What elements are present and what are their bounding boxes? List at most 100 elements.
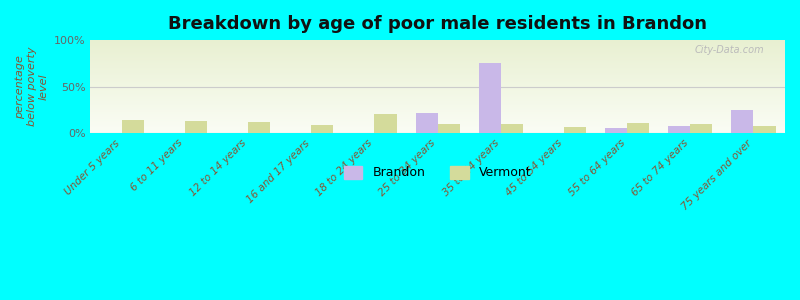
- Bar: [90, 120, 785, 121]
- Bar: [90, 71, 785, 72]
- Bar: [185, 121, 207, 133]
- Bar: [90, 82, 785, 83]
- Bar: [754, 126, 775, 133]
- Bar: [90, 81, 785, 82]
- Bar: [90, 100, 785, 101]
- Bar: [90, 87, 785, 88]
- Bar: [415, 112, 438, 133]
- Bar: [90, 90, 785, 91]
- Bar: [90, 70, 785, 71]
- Bar: [90, 108, 785, 109]
- Bar: [90, 91, 785, 92]
- Bar: [248, 122, 270, 133]
- Bar: [90, 115, 785, 116]
- Bar: [438, 124, 460, 133]
- Bar: [690, 124, 712, 133]
- Bar: [90, 92, 785, 93]
- Bar: [90, 80, 785, 81]
- Bar: [122, 120, 144, 133]
- Bar: [90, 94, 785, 95]
- Bar: [90, 65, 785, 66]
- Bar: [90, 44, 785, 45]
- Bar: [90, 77, 785, 78]
- Bar: [90, 109, 785, 110]
- Bar: [90, 73, 785, 74]
- Bar: [90, 62, 785, 63]
- Bar: [90, 118, 785, 119]
- Bar: [90, 123, 785, 124]
- Bar: [90, 116, 785, 117]
- Bar: [90, 51, 785, 52]
- Bar: [90, 45, 785, 46]
- Legend: Brandon, Vermont: Brandon, Vermont: [338, 161, 537, 184]
- Bar: [478, 63, 501, 133]
- Bar: [90, 48, 785, 49]
- Bar: [90, 103, 785, 104]
- Bar: [90, 88, 785, 89]
- Bar: [90, 64, 785, 65]
- Bar: [90, 46, 785, 47]
- Bar: [311, 125, 334, 133]
- Bar: [90, 68, 785, 69]
- Bar: [90, 119, 785, 120]
- Bar: [90, 40, 785, 41]
- Bar: [90, 96, 785, 97]
- Y-axis label: percentage
below poverty
level: percentage below poverty level: [15, 47, 48, 126]
- Bar: [90, 106, 785, 107]
- Bar: [731, 110, 754, 133]
- Bar: [90, 125, 785, 126]
- Bar: [90, 95, 785, 96]
- Bar: [90, 113, 785, 114]
- Bar: [374, 114, 397, 133]
- Bar: [90, 72, 785, 73]
- Bar: [90, 43, 785, 44]
- Bar: [90, 107, 785, 108]
- Bar: [90, 84, 785, 85]
- Bar: [90, 76, 785, 77]
- Bar: [90, 75, 785, 76]
- Title: Breakdown by age of poor male residents in Brandon: Breakdown by age of poor male residents …: [168, 15, 707, 33]
- Bar: [627, 123, 650, 133]
- Bar: [90, 124, 785, 125]
- Bar: [90, 78, 785, 79]
- Bar: [90, 102, 785, 103]
- Bar: [90, 58, 785, 59]
- Text: City-Data.com: City-Data.com: [694, 45, 764, 55]
- Bar: [90, 129, 785, 130]
- Bar: [564, 127, 586, 133]
- Bar: [90, 97, 785, 98]
- Bar: [90, 61, 785, 62]
- Bar: [90, 128, 785, 129]
- Bar: [90, 117, 785, 118]
- Bar: [90, 85, 785, 86]
- Bar: [90, 101, 785, 102]
- Bar: [90, 93, 785, 94]
- Bar: [90, 114, 785, 115]
- Bar: [90, 56, 785, 57]
- Bar: [90, 57, 785, 58]
- Bar: [90, 121, 785, 122]
- Bar: [90, 74, 785, 75]
- Bar: [90, 132, 785, 133]
- Bar: [90, 111, 785, 112]
- Bar: [90, 99, 785, 100]
- Bar: [90, 126, 785, 127]
- Bar: [90, 79, 785, 80]
- Bar: [605, 128, 627, 133]
- Bar: [90, 53, 785, 54]
- Bar: [501, 124, 523, 133]
- Bar: [90, 104, 785, 105]
- Bar: [90, 49, 785, 50]
- Bar: [90, 105, 785, 106]
- Bar: [90, 98, 785, 99]
- Bar: [90, 47, 785, 48]
- Bar: [90, 112, 785, 113]
- Bar: [90, 55, 785, 56]
- Bar: [90, 59, 785, 60]
- Bar: [90, 130, 785, 131]
- Bar: [90, 61, 785, 62]
- Bar: [90, 67, 785, 68]
- Bar: [90, 54, 785, 55]
- Bar: [90, 42, 785, 43]
- Bar: [90, 110, 785, 111]
